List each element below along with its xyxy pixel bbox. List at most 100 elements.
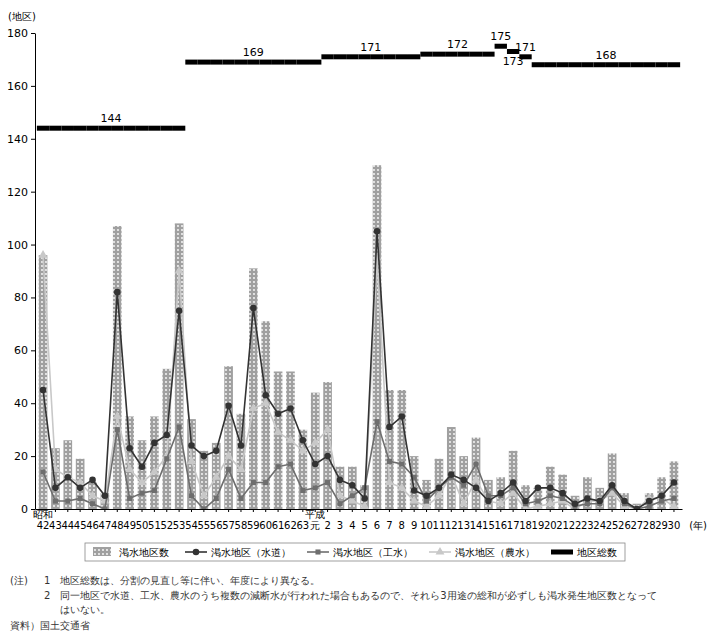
marker (387, 459, 392, 464)
bar (175, 223, 184, 509)
marker (522, 498, 529, 505)
bar (113, 226, 122, 509)
x-tick-label: 15 (482, 520, 495, 531)
marker (459, 499, 468, 507)
x-tick-mark (228, 509, 229, 512)
x-tick-mark (500, 509, 501, 512)
marker (634, 506, 639, 509)
x-tick-mark (253, 509, 254, 512)
marker (436, 485, 441, 490)
total-segment (284, 60, 296, 65)
x-tick: 18 (519, 509, 532, 531)
x-tick: 47 (99, 509, 112, 531)
legend-item: 渇水地区（農水） (429, 547, 535, 558)
marker (53, 499, 58, 504)
chart-container: 1441691711721751731711680204060801001201… (0, 0, 710, 642)
marker (350, 493, 355, 498)
x-tick-label: 11 (433, 520, 446, 531)
legend-item: 渇水地区数 (93, 547, 169, 558)
x-tick: 27 (630, 509, 643, 531)
x-tick-label: 45 (74, 520, 87, 531)
line-series (39, 250, 679, 509)
x-tick-mark (389, 509, 390, 512)
x-tick-label: 10 (420, 520, 433, 531)
marker (89, 477, 96, 484)
x-tick: 55 (197, 509, 210, 531)
step-series (37, 46, 680, 128)
x-tick-mark (240, 509, 241, 512)
marker (127, 496, 132, 501)
marker (125, 464, 134, 472)
marker (547, 485, 554, 492)
x-tick: 7 (386, 509, 392, 531)
marker (423, 492, 430, 499)
x-tick-label: 12 (445, 520, 458, 531)
total-label: 173 (503, 55, 524, 68)
x-tick-mark (265, 509, 266, 512)
x-tick-label: 52 (160, 520, 173, 531)
marker (472, 475, 481, 483)
x-tick-mark (401, 509, 402, 512)
bar (509, 451, 518, 509)
marker (670, 501, 679, 509)
x-tick-mark (339, 509, 340, 512)
x-tick-label: 9 (411, 520, 417, 531)
x-tick-mark (451, 509, 452, 512)
x-tick: 11 (433, 509, 446, 531)
marker (385, 477, 394, 485)
x-tick: 21 (556, 509, 569, 531)
total-segment (37, 126, 49, 131)
x-tick-label: 48 (111, 520, 124, 531)
bar (496, 477, 505, 509)
y-tick: 60 (14, 344, 35, 357)
total-segment (420, 52, 432, 57)
total-segment (618, 62, 630, 67)
marker (337, 501, 342, 506)
bar (76, 459, 85, 509)
marker (275, 411, 282, 418)
marker (214, 496, 219, 501)
marker (199, 491, 208, 499)
marker (410, 496, 419, 504)
y-tick: 20 (14, 450, 35, 463)
y-axis: 020406080100120140160180 (7, 27, 36, 516)
marker (374, 228, 381, 235)
marker (201, 506, 206, 509)
total-segment (123, 126, 135, 131)
x-tick: 20 (544, 509, 557, 531)
total-label: 175 (490, 30, 511, 43)
x-tick: 24 (593, 509, 606, 531)
total-segment (173, 126, 185, 131)
marker (559, 490, 566, 497)
marker (175, 266, 184, 274)
marker (115, 427, 120, 432)
marker (424, 499, 429, 504)
total-segment (408, 54, 420, 59)
x-tick-label: 28 (643, 520, 656, 531)
marker (337, 477, 344, 484)
marker (300, 437, 307, 444)
marker (78, 496, 83, 501)
total-segment (99, 126, 111, 131)
line-series (40, 419, 676, 509)
x-tick: 58 (235, 509, 248, 531)
marker (151, 440, 158, 447)
legend: 渇水地区数渇水地区（水道）渇水地区（工水）渇水地区（農水）地区総数 (85, 543, 625, 561)
total-segment (482, 52, 494, 57)
x-tick-mark (364, 509, 365, 512)
bar (187, 419, 196, 509)
x-tick-label: 26 (618, 520, 631, 531)
total-segment (606, 62, 618, 67)
marker (621, 498, 628, 505)
x-tick-mark (636, 509, 637, 512)
x-tick: 59 (247, 509, 260, 531)
x-tick-label: 47 (99, 520, 112, 531)
total-segment (396, 54, 408, 59)
note: 1 地区総数は、分割の見直し等に伴い、年度により異なる。 (44, 575, 320, 586)
x-tick: 54 (185, 509, 198, 531)
x-tick-label: 2 (324, 520, 330, 531)
marker (189, 493, 194, 498)
x-tick: 56 (210, 509, 223, 531)
x-tick-mark (203, 509, 204, 512)
total-segment (111, 126, 123, 131)
